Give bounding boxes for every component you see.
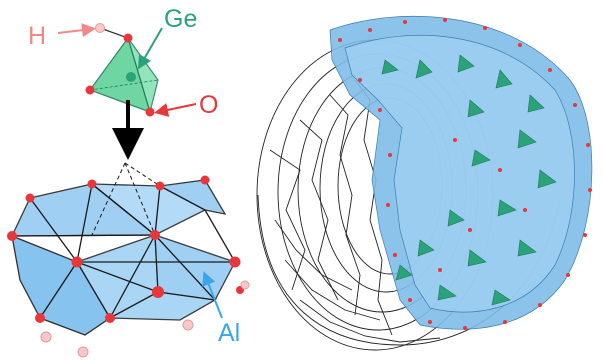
- hydroxyl-hydrogen-marker: [95, 23, 105, 33]
- germanate-tetrahedron: [85, 23, 159, 117]
- ge-atom-marker: [126, 72, 136, 82]
- germanium-label: Ge: [164, 5, 197, 33]
- aluminum-octahedral-sheet: [10, 162, 236, 336]
- aluminum-pointer-arrow: [202, 271, 223, 319]
- aluminum-label: Al: [218, 319, 240, 347]
- sheet-hydrogen-atoms: [40, 280, 250, 358]
- sheet-oxygen-atoms: [7, 175, 244, 323]
- oxygen-pointer-arrow: [154, 103, 197, 117]
- oxygen-label: O: [199, 91, 218, 119]
- hydrogen-pointer-arrow: [57, 23, 96, 38]
- germanium-pointer-arrow: [137, 27, 163, 70]
- nanotube-oxygen-dots: [338, 18, 592, 330]
- hydrogen-label: H: [28, 22, 46, 50]
- nanotube-tetrahedra: [381, 54, 557, 306]
